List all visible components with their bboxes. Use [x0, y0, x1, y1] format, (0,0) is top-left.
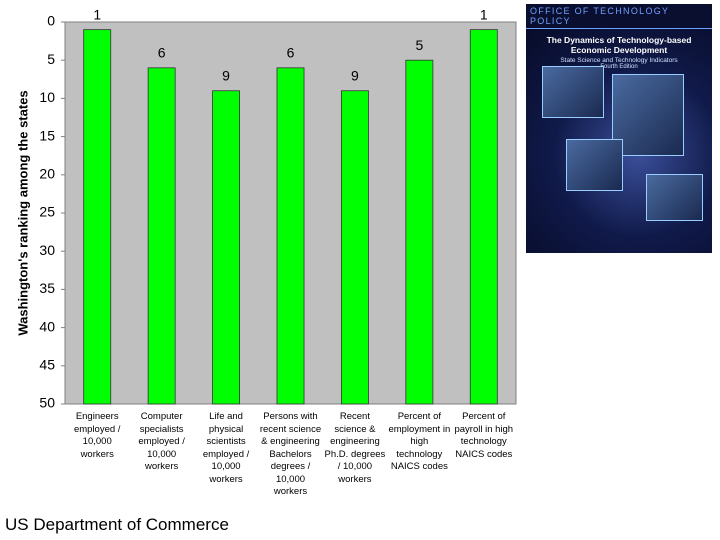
cover-photo [612, 74, 684, 156]
bar [340, 90, 369, 405]
y-tick-label: 20 [39, 166, 55, 182]
x-tick-label: Computer specialists employed / 10,000 w… [138, 411, 185, 472]
data-label: 1 [93, 6, 101, 22]
book-cover: OFFICE OF TECHNOLOGY POLICY The Dynamics… [526, 4, 712, 253]
y-tick-label: 40 [39, 318, 55, 334]
bar [469, 29, 498, 405]
y-tick-label: 30 [39, 242, 55, 258]
y-tick-label: 25 [39, 204, 55, 220]
x-tick-label: Percent of payroll in high technology NA… [454, 411, 514, 460]
y-tick-label: 0 [47, 13, 55, 29]
cover-publisher: OFFICE OF TECHNOLOGY POLICY [526, 4, 712, 29]
data-label: 9 [222, 67, 230, 83]
cover-photo [566, 139, 623, 191]
cover-title: The Dynamics of Technology-based Economi… [546, 35, 692, 55]
bar [276, 67, 305, 405]
data-label: 6 [158, 45, 166, 61]
bar [405, 59, 434, 405]
cover-subtitle: State Science and Technology Indicators [560, 57, 678, 64]
x-tick-label: Engineers employed / 10,000 workers [73, 411, 121, 460]
data-label: 6 [287, 45, 295, 61]
data-label: 1 [480, 6, 488, 22]
x-tick-label: Persons with recent science & engineerin… [259, 411, 322, 497]
bar [212, 90, 241, 405]
data-label: 9 [351, 67, 359, 83]
cover-photo [646, 174, 703, 221]
x-tick-label: Percent of employment in high technology… [388, 411, 451, 472]
y-tick-label: 50 [39, 395, 55, 411]
data-label: 5 [415, 37, 423, 53]
cover-edition: Fourth Edition [600, 64, 638, 70]
y-axis-label: Washington's ranking among the states [15, 90, 30, 335]
y-tick-label: 15 [39, 127, 55, 143]
footer: US Department of Commerce [5, 515, 229, 534]
bar [147, 67, 176, 405]
y-tick-label: 10 [39, 89, 55, 105]
bar [83, 29, 112, 405]
cover-photo [542, 66, 604, 118]
y-tick-label: 35 [39, 280, 55, 296]
x-tick-label: Recent science & engineering Ph.D. degre… [324, 411, 386, 485]
x-tick-label: Life and physical scientists employed / … [202, 411, 250, 485]
y-tick-label: 5 [47, 51, 55, 67]
y-tick-label: 45 [39, 357, 55, 373]
